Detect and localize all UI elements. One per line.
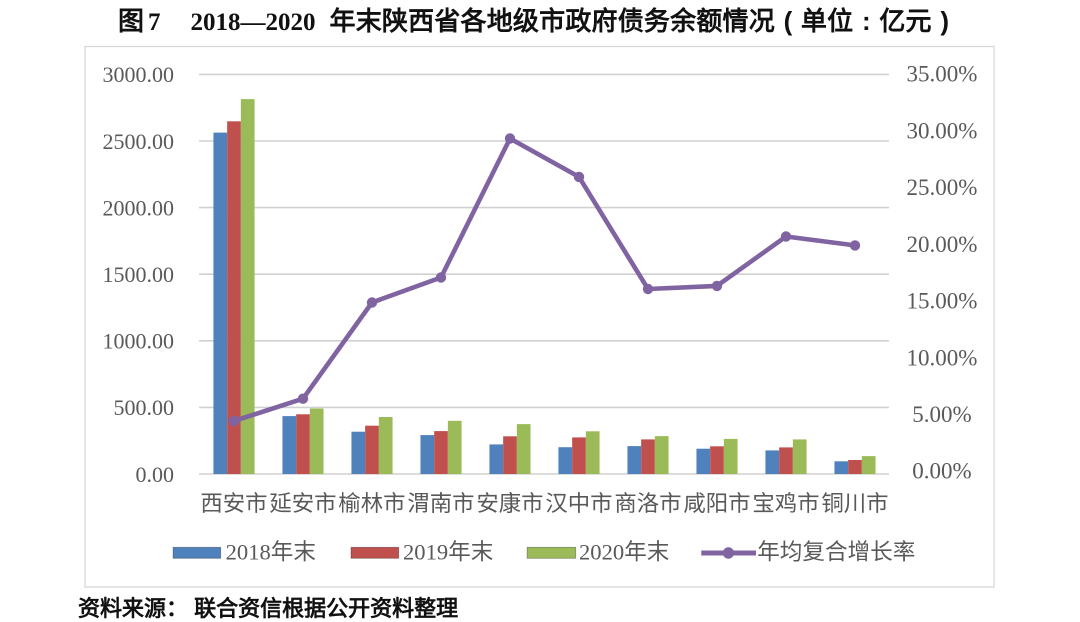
svg-text:2000.00: 2000.00 bbox=[103, 195, 175, 220]
svg-text:汉中市: 汉中市 bbox=[545, 491, 612, 516]
svg-text:25.00%: 25.00% bbox=[907, 175, 978, 200]
svg-text:15.00%: 15.00% bbox=[907, 289, 978, 314]
svg-text:2020年末: 2020年末 bbox=[579, 540, 669, 565]
svg-text:0.00%: 0.00% bbox=[912, 459, 971, 484]
svg-text:1500.00: 1500.00 bbox=[103, 262, 175, 287]
svg-text:咸阳市: 咸阳市 bbox=[683, 491, 750, 516]
svg-text:5.00%: 5.00% bbox=[912, 402, 971, 427]
svg-text:铜川市: 铜川市 bbox=[821, 491, 888, 516]
svg-text:2018年末: 2018年末 bbox=[226, 540, 316, 565]
svg-text:商洛市: 商洛市 bbox=[614, 491, 681, 516]
svg-text:安康市: 安康市 bbox=[476, 491, 543, 516]
svg-text:10.00%: 10.00% bbox=[907, 345, 978, 370]
svg-text:20.00%: 20.00% bbox=[907, 232, 978, 257]
svg-text:30.00%: 30.00% bbox=[907, 118, 978, 143]
svg-text:榆林市: 榆林市 bbox=[338, 491, 405, 516]
svg-text:延安市: 延安市 bbox=[269, 491, 336, 516]
svg-text:2500.00: 2500.00 bbox=[103, 129, 175, 154]
svg-text:宝鸡市: 宝鸡市 bbox=[752, 491, 819, 516]
svg-text:渭南市: 渭南市 bbox=[407, 491, 474, 516]
svg-text:西安市: 西安市 bbox=[200, 491, 267, 516]
svg-text:35.00%: 35.00% bbox=[907, 62, 978, 87]
svg-text:年均复合增长率: 年均复合增长率 bbox=[757, 540, 915, 565]
svg-text:0.00: 0.00 bbox=[136, 462, 175, 487]
svg-text:2019年末: 2019年末 bbox=[403, 540, 493, 565]
svg-text:3000.00: 3000.00 bbox=[103, 62, 175, 87]
svg-text:1000.00: 1000.00 bbox=[103, 329, 175, 354]
svg-text:500.00: 500.00 bbox=[114, 395, 175, 420]
